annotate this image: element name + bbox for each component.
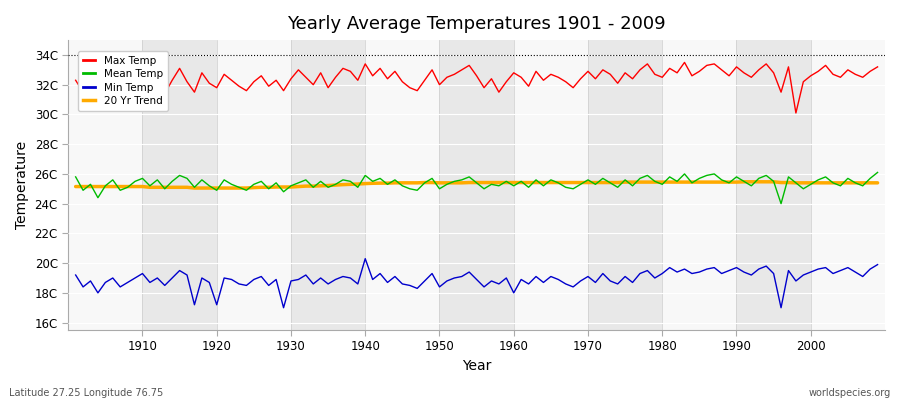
Y-axis label: Temperature: Temperature (15, 141, 29, 229)
Bar (365, 40, 439, 330)
Legend: Max Temp, Mean Temp, Min Temp, 20 Yr Trend: Max Temp, Mean Temp, Min Temp, 20 Yr Tre… (77, 51, 168, 111)
Bar (514, 40, 588, 330)
Bar (217, 40, 291, 330)
Bar (736, 40, 811, 330)
Bar (439, 40, 514, 330)
Bar (68, 40, 142, 330)
X-axis label: Year: Year (462, 359, 491, 373)
Bar (291, 40, 365, 330)
Bar (811, 40, 885, 330)
Bar (142, 40, 217, 330)
Bar (662, 40, 736, 330)
Title: Yearly Average Temperatures 1901 - 2009: Yearly Average Temperatures 1901 - 2009 (287, 15, 666, 33)
Text: worldspecies.org: worldspecies.org (809, 388, 891, 398)
Text: Latitude 27.25 Longitude 76.75: Latitude 27.25 Longitude 76.75 (9, 388, 163, 398)
Bar (588, 40, 662, 330)
